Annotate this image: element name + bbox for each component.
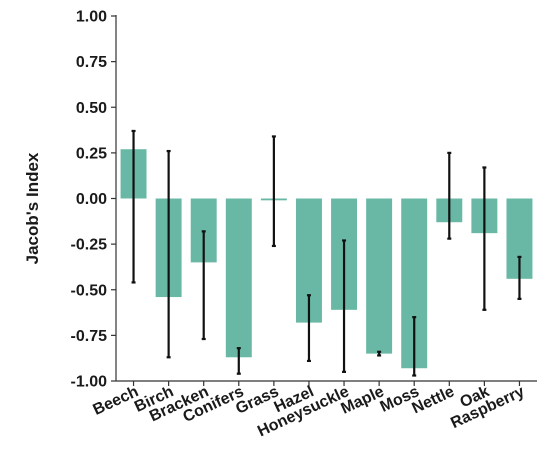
y-tick-label: -1.00 <box>71 374 108 391</box>
y-tick-label: -0.25 <box>71 237 108 254</box>
y-tick-label: 0.00 <box>76 191 107 208</box>
y-axis-title: Jacob's Index <box>23 152 42 264</box>
y-tick-label: 0.75 <box>76 54 107 71</box>
y-tick-label: -0.75 <box>71 328 108 345</box>
bar-conifers <box>225 198 252 358</box>
axes-layer <box>115 15 537 382</box>
y-tick-label: -0.50 <box>71 282 108 299</box>
bars-layer <box>120 149 533 369</box>
bar-maple <box>366 198 393 354</box>
y-tick-label: 0.50 <box>76 100 107 117</box>
x-ticks-layer: BeechBirchBrackenConifersGrassHazelHoney… <box>91 381 527 440</box>
y-ticks-layer: 1.00 0.75 0.50 0.25 0.00 -0.25 -0.50 -0.75 -1.00 <box>71 9 116 391</box>
y-tick-label: 1.00 <box>76 9 107 26</box>
error-bars-layer <box>131 129 522 377</box>
y-tick-label: 0.25 <box>76 145 107 162</box>
